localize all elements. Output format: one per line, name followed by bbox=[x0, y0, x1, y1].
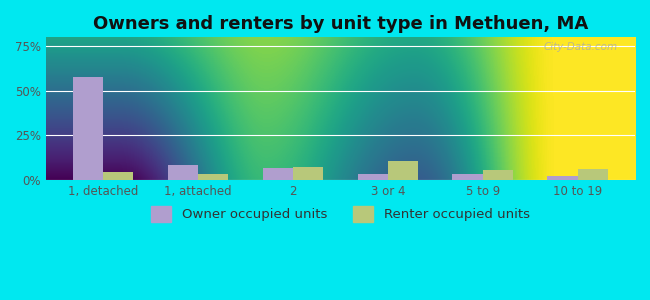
Bar bbox=[547, 176, 578, 180]
Bar bbox=[388, 161, 419, 180]
Bar bbox=[452, 174, 483, 180]
Bar bbox=[358, 174, 388, 180]
Bar bbox=[168, 165, 198, 180]
Title: Owners and renters by unit type in Methuen, MA: Owners and renters by unit type in Methu… bbox=[93, 15, 588, 33]
Bar bbox=[578, 169, 608, 180]
Bar bbox=[73, 77, 103, 180]
Bar bbox=[483, 170, 514, 180]
Bar bbox=[103, 172, 133, 180]
Bar bbox=[198, 175, 228, 180]
Bar bbox=[263, 168, 293, 180]
Bar bbox=[293, 167, 323, 180]
Legend: Owner occupied units, Renter occupied units: Owner occupied units, Renter occupied un… bbox=[146, 201, 535, 227]
Text: City-Data.com: City-Data.com bbox=[543, 42, 618, 52]
